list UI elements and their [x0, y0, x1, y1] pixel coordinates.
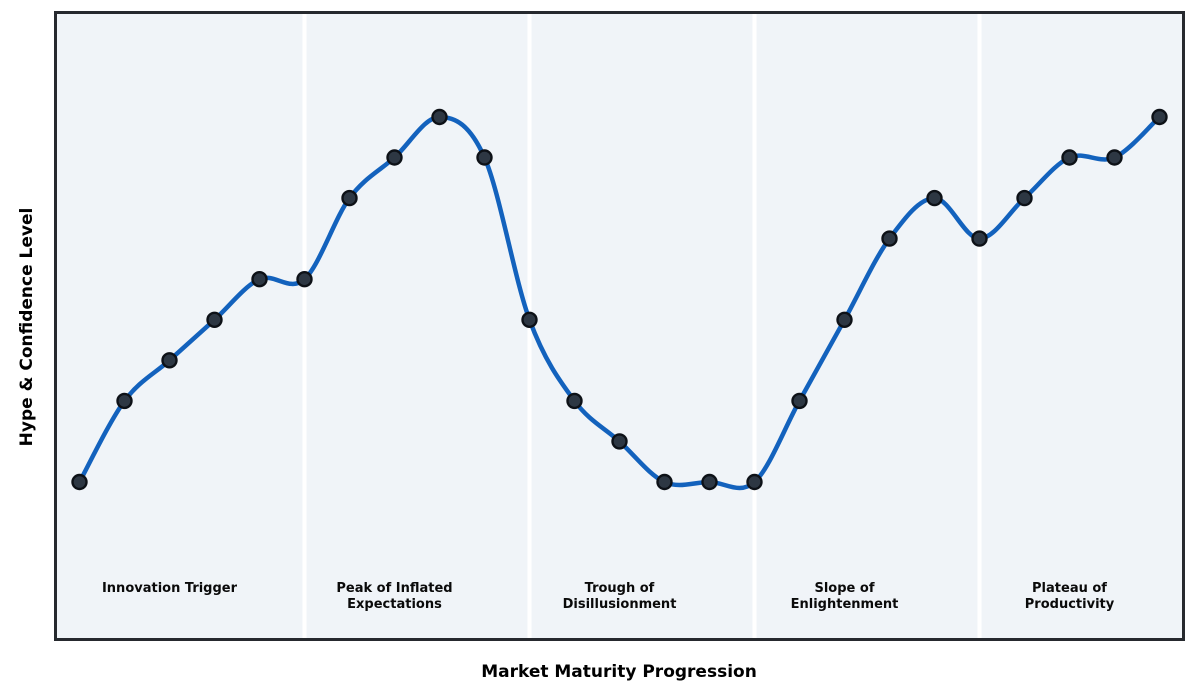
phase-separator — [752, 14, 757, 638]
data-point-marker — [341, 189, 358, 207]
data-point-marker — [611, 433, 628, 450]
plot-inner-area: Innovation Trigger Peak of Inflated Expect… — [57, 14, 1182, 638]
data-point-marker — [116, 392, 133, 410]
hype-cycle-chart — [71, 14, 1168, 638]
data-point-marker — [746, 473, 763, 491]
data-point-marker — [251, 271, 268, 288]
plot-area: Innovation Trigger Peak of Inflated Expect… — [54, 11, 1185, 641]
data-point-marker — [566, 392, 583, 410]
data-point-marker — [656, 473, 673, 491]
hype-curve-line — [77, 114, 1162, 491]
x-axis-label: Market Maturity Progression — [481, 662, 757, 682]
data-point-marker — [1151, 108, 1168, 126]
data-point-marker — [71, 473, 88, 491]
data-point-marker — [206, 311, 223, 328]
data-point-marker — [1061, 149, 1078, 166]
data-point-marker — [836, 311, 853, 328]
data-point-marker — [386, 149, 403, 166]
data-point-marker — [521, 311, 538, 328]
data-point-marker — [701, 473, 718, 491]
data-point-marker — [791, 392, 808, 410]
data-point-marker — [1106, 149, 1123, 166]
data-point-marker — [431, 108, 448, 126]
data-point-marker — [881, 230, 898, 247]
data-point-marker — [971, 230, 988, 247]
data-point-marker — [926, 189, 943, 207]
data-point-marker — [1016, 189, 1033, 207]
phase-separator — [977, 14, 982, 638]
data-point-marker — [476, 149, 493, 166]
y-axis-label: Hype & Confidence Level — [17, 207, 37, 447]
data-point-marker — [161, 352, 178, 369]
phase-separator — [302, 14, 307, 638]
data-point-marker — [296, 271, 313, 288]
